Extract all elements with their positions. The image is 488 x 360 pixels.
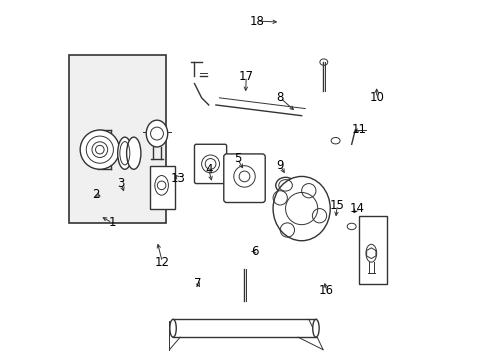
Bar <box>358 216 386 284</box>
Text: 5: 5 <box>233 152 241 165</box>
Ellipse shape <box>118 137 132 169</box>
Text: 3: 3 <box>117 177 125 190</box>
Bar <box>69 55 165 223</box>
Text: 13: 13 <box>171 172 185 185</box>
Ellipse shape <box>272 176 329 241</box>
Ellipse shape <box>146 120 167 147</box>
Text: 12: 12 <box>155 256 169 269</box>
Text: 7: 7 <box>194 277 202 290</box>
Bar <box>149 166 175 208</box>
Ellipse shape <box>312 319 319 337</box>
Text: 18: 18 <box>249 14 264 27</box>
Circle shape <box>80 130 119 169</box>
Text: 6: 6 <box>251 245 259 258</box>
FancyBboxPatch shape <box>194 144 226 184</box>
Text: 1: 1 <box>108 216 116 229</box>
Text: 15: 15 <box>329 198 344 212</box>
Text: 10: 10 <box>368 91 384 104</box>
Text: 14: 14 <box>349 202 364 215</box>
Text: 11: 11 <box>350 123 366 136</box>
FancyBboxPatch shape <box>224 154 264 203</box>
Ellipse shape <box>275 177 295 193</box>
Text: 2: 2 <box>92 188 100 201</box>
Ellipse shape <box>169 319 176 337</box>
Text: 16: 16 <box>319 284 333 297</box>
Ellipse shape <box>126 137 141 169</box>
Text: 17: 17 <box>238 70 253 83</box>
Text: 8: 8 <box>276 91 284 104</box>
Text: 9: 9 <box>276 159 284 172</box>
Text: 4: 4 <box>204 163 212 176</box>
